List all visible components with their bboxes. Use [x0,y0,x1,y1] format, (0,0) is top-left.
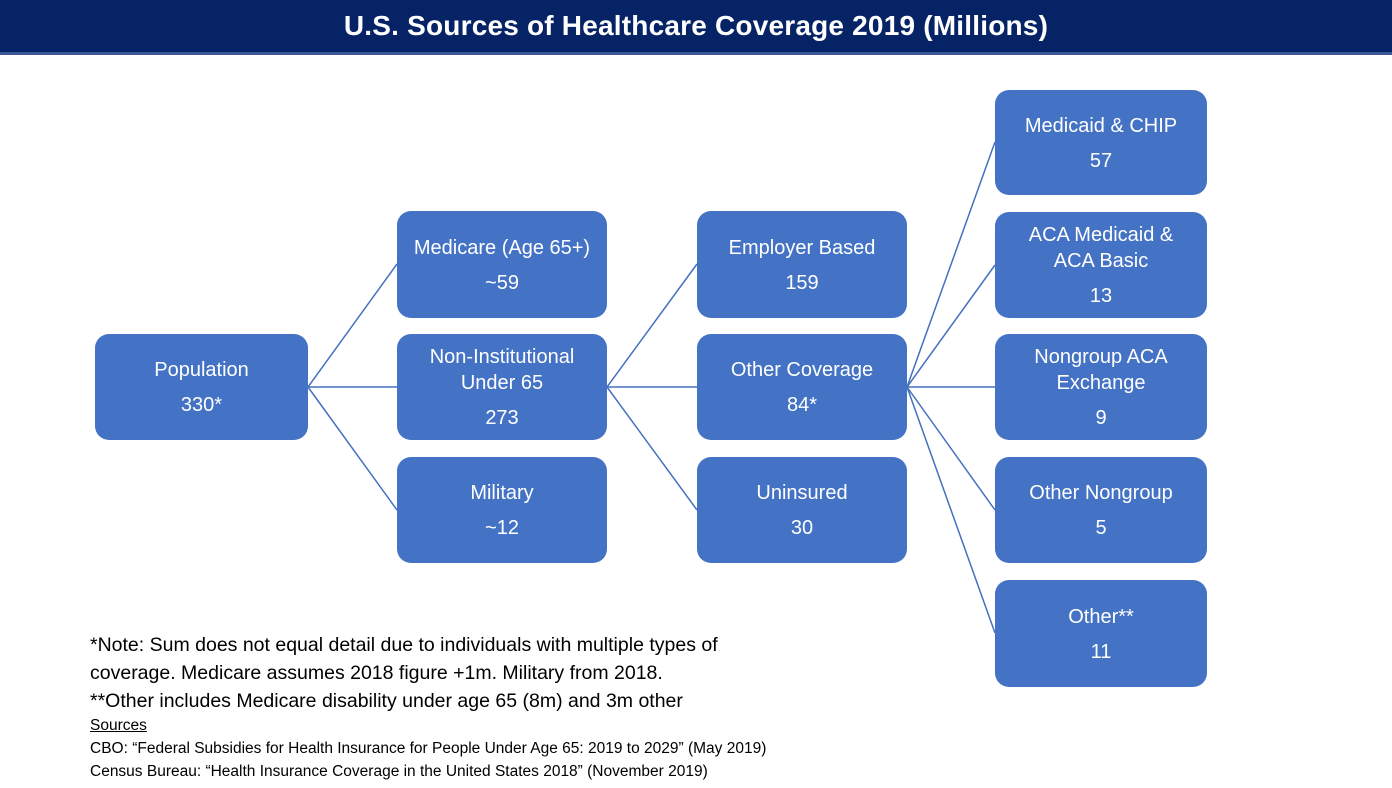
node-medicaid-chip: Medicaid & CHIP 57 [995,90,1207,195]
node-value: 159 [785,271,819,294]
node-value: 13 [1089,285,1113,307]
node-label: Medicare (Age 65+) [413,236,591,259]
footnote-line: *Note: Sum does not equal detail due to … [90,634,718,656]
node-value: 57 [1089,149,1113,172]
node-nongroup-aca-exchange: Nongroup ACA Exchange 9 [995,334,1207,440]
node-military: Military ~12 [397,457,607,563]
node-label: Other** [1068,605,1134,628]
sources-heading: Sources [90,717,147,734]
node-value: ~12 [485,517,519,539]
node-label: ACA Medicaid & ACA Basic [1028,224,1174,272]
source-line: CBO: “Federal Subsidies for Health Insur… [90,740,767,757]
node-value: 273 [485,407,519,429]
node-value: 11 [1090,640,1112,663]
node-non-institutional-under-65: Non-Institutional Under 65 273 [397,334,607,440]
node-label: Non-Institutional Under 65 [429,346,575,394]
connector-line [906,386,996,634]
node-label: Medicaid & CHIP [1024,114,1178,137]
node-aca-medicaid-aca-basic: ACA Medicaid & ACA Basic 13 [995,212,1207,318]
node-value: ~59 [485,271,519,294]
node-medicare-65plus: Medicare (Age 65+) ~59 [397,211,607,318]
connector-line [906,141,996,388]
node-employer-based: Employer Based 159 [697,211,907,318]
node-other-nongroup: Other Nongroup 5 [995,457,1207,563]
node-value: 9 [1095,407,1107,429]
node-uninsured: Uninsured 30 [697,457,907,563]
title-bar: U.S. Sources of Healthcare Coverage 2019… [0,0,1392,55]
node-label: Uninsured [756,482,848,504]
node-value: 30 [790,517,814,539]
connector-line [307,263,398,388]
node-label: Other Nongroup [1029,482,1173,504]
node-value: 84* [786,394,818,416]
node-label: Other Coverage [730,359,874,381]
node-value: 330* [180,394,223,416]
node-population: Population 330* [95,334,308,440]
node-label: Employer Based [728,236,876,259]
connector-line [307,386,398,511]
node-value: 5 [1095,517,1107,539]
slide-title: U.S. Sources of Healthcare Coverage 2019… [343,10,1049,41]
footnotes: *Note: Sum does not equal detail due to … [90,631,770,715]
node-label: Military [470,482,534,504]
connector-line [606,386,698,511]
connector-line [606,263,698,388]
sources-block: Sources CBO: “Federal Subsidies for Heal… [90,714,850,783]
connector-line [906,264,996,388]
node-label: Population [154,359,249,381]
node-label: Nongroup ACA Exchange [1034,346,1168,394]
footnote-line: coverage. Medicare assumes 2018 figure +… [90,662,663,684]
source-line: Census Bureau: “Health Insurance Coverag… [90,763,708,780]
node-other-starstar: Other** 11 [995,580,1207,687]
footnote-line: **Other includes Medicare disability und… [90,690,683,712]
connector-line [906,386,996,511]
node-other-coverage: Other Coverage 84* [697,334,907,440]
